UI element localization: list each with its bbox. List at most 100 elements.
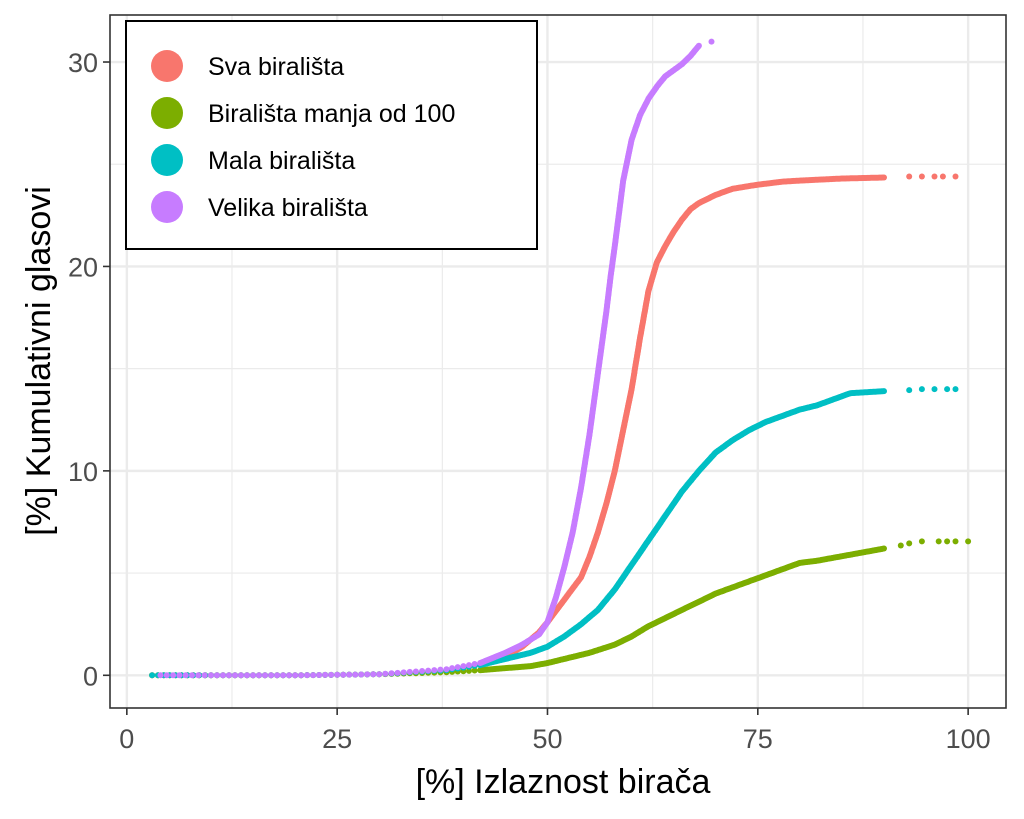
data-point xyxy=(376,671,383,678)
data-point xyxy=(944,386,951,393)
data-point xyxy=(304,672,311,679)
data-point xyxy=(352,671,359,678)
data-point xyxy=(906,387,913,394)
data-point xyxy=(163,672,170,679)
data-point xyxy=(170,672,177,679)
data-point xyxy=(388,670,395,677)
data-point xyxy=(471,661,478,667)
legend-key xyxy=(151,144,183,176)
data-point xyxy=(918,538,925,545)
legend-key xyxy=(151,50,183,82)
data-point xyxy=(358,671,365,678)
data-point xyxy=(431,667,438,674)
data-point xyxy=(939,173,946,180)
data-point xyxy=(944,538,951,545)
data-point xyxy=(370,671,377,678)
y-tick-label: 20 xyxy=(68,252,98,282)
data-point xyxy=(906,173,913,180)
series-layer xyxy=(149,38,972,679)
data-point xyxy=(195,672,202,679)
data-point xyxy=(238,672,244,679)
x-tick-label: 75 xyxy=(743,724,773,754)
data-point xyxy=(149,672,156,679)
legend-label: Birališta manja od 100 xyxy=(208,100,455,128)
data-point xyxy=(250,672,256,679)
legend-key xyxy=(151,191,183,223)
x-axis-title: [%] Izlaznost birača xyxy=(416,763,711,801)
y-tick-label: 10 xyxy=(68,457,98,487)
legend-item: Sva birališta xyxy=(151,50,344,82)
legend-item: Velika birališta xyxy=(151,191,368,223)
data-point xyxy=(454,664,461,671)
legend-box xyxy=(125,20,538,250)
data-point xyxy=(322,671,329,678)
data-point xyxy=(280,672,287,679)
data-point xyxy=(897,542,904,549)
legend-item: Birališta manja od 100 xyxy=(151,97,455,129)
data-point xyxy=(471,667,478,674)
data-point xyxy=(208,672,214,679)
x-tick-label: 50 xyxy=(532,724,562,754)
data-point xyxy=(406,668,413,675)
data-point xyxy=(412,668,419,675)
data-point xyxy=(952,173,959,180)
x-axis: 0 25 50 75 100 xyxy=(119,708,991,754)
data-point xyxy=(340,671,347,678)
x-tick-label: 100 xyxy=(946,724,991,754)
data-point xyxy=(256,672,262,679)
data-point xyxy=(965,538,972,545)
data-point xyxy=(244,672,250,679)
data-point xyxy=(310,672,317,679)
data-point xyxy=(449,665,456,672)
data-point xyxy=(906,540,913,547)
data-point xyxy=(419,668,426,674)
data-point xyxy=(286,672,293,679)
data-point xyxy=(437,666,444,673)
data-point xyxy=(328,671,335,678)
data-point xyxy=(881,545,887,552)
data-point xyxy=(274,672,281,679)
data-point xyxy=(346,671,353,678)
data-point xyxy=(292,672,299,679)
y-tick-label: 30 xyxy=(68,48,98,78)
data-point xyxy=(400,669,407,676)
data-point xyxy=(226,672,232,679)
data-point xyxy=(298,672,305,679)
data-point xyxy=(466,667,472,674)
legend-label: Sva birališta xyxy=(208,53,344,81)
legend-key xyxy=(151,97,183,129)
legend-items: Sva birališta Birališta manja od 100 Mala … xyxy=(151,50,455,223)
data-point xyxy=(364,671,371,678)
data-point xyxy=(918,386,925,393)
data-point xyxy=(334,671,341,678)
data-point xyxy=(157,672,164,679)
x-tick-label: 0 xyxy=(119,724,134,754)
data-point xyxy=(189,672,195,679)
legend-label: Mala birališta xyxy=(208,147,355,175)
data-point xyxy=(214,672,220,679)
data-point xyxy=(695,42,702,49)
series-mala-birali-ta xyxy=(149,386,959,679)
data-point xyxy=(460,663,467,670)
data-point xyxy=(232,672,238,679)
data-point xyxy=(466,662,472,669)
data-point xyxy=(425,667,432,674)
data-point xyxy=(952,538,959,545)
data-point xyxy=(316,672,323,678)
y-tick-label: 0 xyxy=(83,661,98,691)
y-axis-title: [%] Kumulativni glasovi xyxy=(20,186,58,536)
data-point xyxy=(176,672,183,679)
legend-item: Mala birališta xyxy=(151,144,355,176)
panel-border xyxy=(109,14,1007,709)
data-point xyxy=(443,666,450,673)
data-point xyxy=(382,670,389,677)
data-point xyxy=(931,173,938,180)
y-axis: 0 10 20 30 xyxy=(68,48,110,691)
data-point xyxy=(268,672,275,679)
data-point xyxy=(182,672,189,679)
data-point xyxy=(201,672,208,679)
legend-label: Velika birališta xyxy=(208,194,368,222)
data-point xyxy=(220,672,226,679)
data-point xyxy=(881,174,887,181)
